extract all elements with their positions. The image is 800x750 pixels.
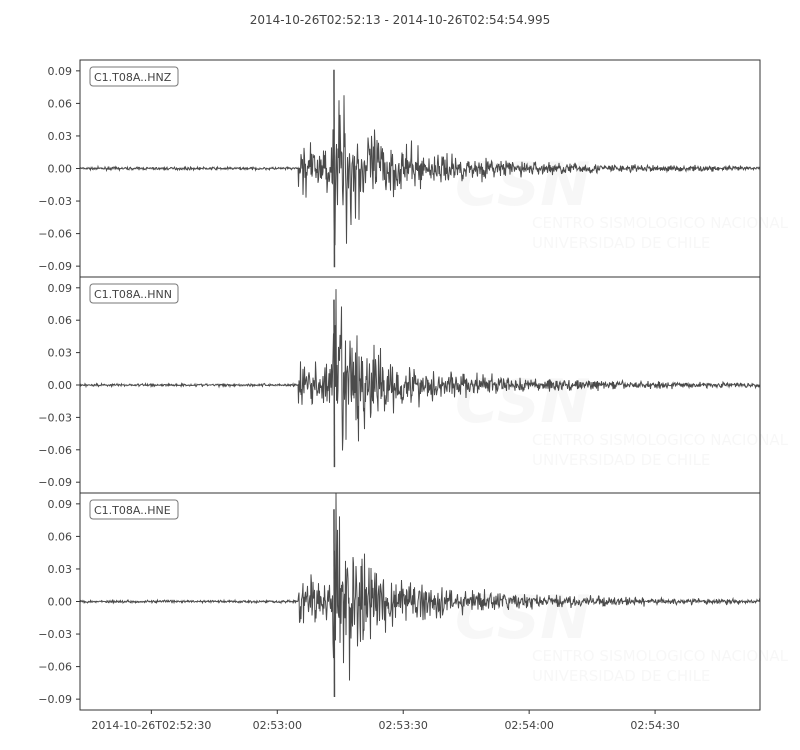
y-tick-label: −0.09	[38, 693, 72, 706]
waveform-peak	[333, 69, 336, 268]
y-tick-label: 0.06	[48, 97, 73, 110]
x-tick-label: 02:54:30	[630, 719, 679, 732]
y-tick-label: 0.06	[48, 314, 73, 327]
waveform-peak	[333, 299, 336, 468]
watermark-line2: UNIVERSIDAD DE CHILE	[532, 234, 710, 252]
y-tick-label: −0.03	[38, 195, 72, 208]
y-tick-label: 0.00	[48, 379, 73, 392]
x-tick-label: 02:54:00	[504, 719, 553, 732]
x-tick-label: 2014-10-26T02:52:30	[91, 719, 211, 732]
y-tick-label: −0.06	[38, 228, 72, 241]
watermark-line1: CENTRO SISMOLOGICO NACIONAL	[532, 214, 789, 232]
waveform-line	[79, 289, 761, 451]
y-tick-label: 0.03	[48, 563, 73, 576]
trace-label-text: C1.T08A..HNN	[94, 288, 172, 301]
y-tick-label: 0.09	[48, 282, 73, 295]
trace-panel: CSNCENTRO SISMOLOGICO NACIONAL UNIVERSIDA…	[38, 276, 789, 494]
y-tick-label: 0.09	[48, 498, 73, 511]
waveform-peak	[333, 509, 336, 697]
csn-watermark-logo: CSNCENTRO SISMOLOGICO NACIONAL UNIVERSIDA…	[455, 150, 789, 252]
y-tick-label: 0.00	[48, 596, 73, 609]
y-tick-label: 0.06	[48, 530, 73, 543]
trace-label-box	[89, 283, 179, 304]
x-tick-label: 02:53:30	[379, 719, 428, 732]
trace-label-text: C1.T08A..HNZ	[94, 71, 172, 84]
y-tick-label: 0.03	[48, 130, 73, 143]
watermark-line1: CENTRO SISMOLOGICO NACIONAL	[532, 431, 789, 449]
y-tick-label: 0.03	[48, 347, 73, 360]
trace-label-box	[89, 66, 179, 87]
chart-title: 2014-10-26T02:52:13 - 2014-10-26T02:54:5…	[249, 13, 551, 27]
trace-panel: CSNCENTRO SISMOLOGICO NACIONAL UNIVERSIDA…	[38, 59, 789, 278]
y-tick-label: −0.06	[38, 444, 72, 457]
waveform-line	[79, 492, 761, 681]
x-tick-label: 02:53:00	[253, 719, 302, 732]
trace-label-text: C1.T08A..HNE	[94, 504, 171, 517]
y-tick-label: −0.03	[38, 411, 72, 424]
y-tick-label: −0.09	[38, 476, 72, 489]
trace-label: C1.T08A..HNZ	[89, 66, 179, 87]
y-tick-label: −0.03	[38, 628, 72, 641]
trace-label: C1.T08A..HNN	[89, 283, 179, 304]
watermark-csn: CSN	[455, 367, 590, 437]
trace-label: C1.T08A..HNE	[89, 499, 179, 520]
trace-label-box	[89, 499, 179, 520]
trace-panel: CSNCENTRO SISMOLOGICO NACIONAL UNIVERSIDA…	[38, 492, 789, 711]
waveform-line	[79, 95, 761, 246]
watermark-line2: UNIVERSIDAD DE CHILE	[532, 667, 710, 685]
watermark-csn: CSN	[455, 583, 590, 653]
y-tick-label: −0.09	[38, 260, 72, 273]
watermark-line1: CENTRO SISMOLOGICO NACIONAL	[532, 647, 789, 665]
watermark-csn: CSN	[455, 150, 590, 220]
y-tick-label: −0.06	[38, 661, 72, 674]
watermark-line2: UNIVERSIDAD DE CHILE	[532, 451, 710, 469]
y-tick-label: 0.00	[48, 163, 73, 176]
y-tick-label: 0.09	[48, 65, 73, 78]
